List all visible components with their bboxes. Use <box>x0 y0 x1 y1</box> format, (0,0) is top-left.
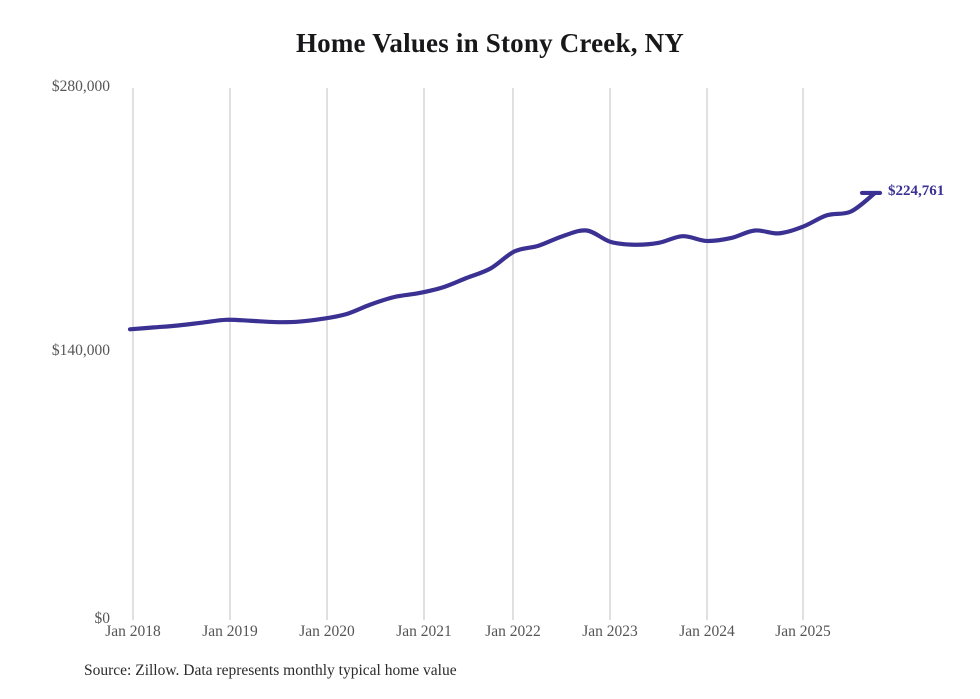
chart-title: Home Values in Stony Creek, NY <box>295 28 685 58</box>
xtick-label-jan-2023: Jan 2023 <box>582 623 638 640</box>
source-footnote: Source: Zillow. Data represents monthly … <box>84 662 457 679</box>
xtick-label-jan-2022: Jan 2022 <box>485 623 541 640</box>
xtick-label-jan-2020: Jan 2020 <box>299 623 355 640</box>
vertical-gridlines <box>132 88 804 620</box>
ytick-label-140000: $140,000 <box>51 342 110 359</box>
xtick-label-jan-2021: Jan 2021 <box>396 623 452 640</box>
ytick-label-280000: $280,000 <box>51 78 110 95</box>
xtick-label-jan-2019: Jan 2019 <box>202 623 258 640</box>
ytick-label-0: $0 <box>94 610 111 627</box>
value-line-series <box>127 190 878 332</box>
xtick-label-jan-2018: Jan 2018 <box>105 623 161 640</box>
xtick-label-jan-2025: Jan 2025 <box>775 623 831 640</box>
end-value-annotation: $224,761 <box>888 182 945 199</box>
xtick-label-jan-2024: Jan 2024 <box>679 623 735 640</box>
